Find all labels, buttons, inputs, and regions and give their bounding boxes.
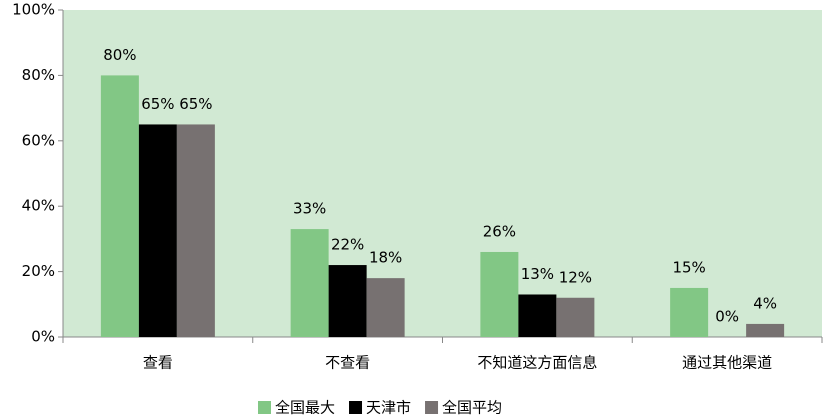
bar: [176, 124, 215, 337]
bar: [328, 265, 367, 337]
y-tick-label: 80%: [22, 66, 55, 84]
legend-label: 全国平均: [442, 399, 502, 417]
legend-swatch: [349, 401, 363, 414]
value-label: 18%: [369, 249, 402, 267]
value-label: 33%: [293, 200, 326, 218]
bar: [290, 229, 329, 337]
bar: [138, 124, 177, 337]
value-label: 0%: [715, 308, 739, 326]
value-label: 80%: [103, 46, 136, 64]
y-tick-label: 100%: [12, 1, 55, 19]
x-tick-label: 查看: [143, 354, 173, 372]
y-tick-label: 0%: [31, 328, 55, 346]
bar: [556, 297, 595, 337]
y-tick-label: 40%: [22, 197, 55, 215]
x-tick-label: 不查看: [325, 354, 370, 372]
bar: [366, 278, 405, 337]
value-label: 4%: [753, 294, 777, 312]
bar: [518, 294, 557, 337]
bar: [670, 287, 709, 337]
bar: [100, 75, 139, 338]
legend-swatch: [425, 401, 439, 414]
legend-swatch: [258, 401, 271, 414]
y-tick-label: 60%: [22, 131, 55, 149]
value-label: 65%: [141, 95, 174, 113]
bar: [480, 251, 519, 337]
x-tick-label: 不知道这方面信息: [477, 354, 597, 372]
value-label: 15%: [672, 258, 705, 276]
value-label: 12%: [559, 268, 592, 286]
legend-label: 全国最大: [275, 399, 335, 417]
x-tick-label: 通过其他渠道: [682, 354, 772, 372]
value-label: 65%: [179, 95, 212, 113]
value-label: 22%: [331, 236, 364, 254]
y-tick-label: 20%: [22, 262, 55, 280]
value-label: 26%: [483, 222, 516, 240]
value-label: 13%: [521, 265, 554, 283]
bar: [746, 323, 785, 337]
legend-label: 天津市: [366, 399, 411, 417]
